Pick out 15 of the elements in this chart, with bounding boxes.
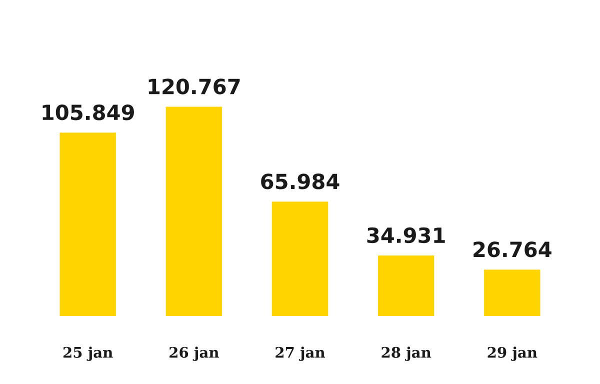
data-label: 34.931: [367, 227, 445, 244]
x-tick-label: 26 jan: [170, 346, 219, 361]
bar: [166, 106, 222, 316]
x-tick-label: 29 jan: [488, 346, 538, 361]
data-label: 105.849: [42, 104, 134, 120]
bar: [378, 255, 434, 316]
x-tick-label: 28 jan: [382, 346, 432, 361]
bar: [272, 202, 328, 316]
data-label: 26.764: [474, 242, 552, 258]
data-label: 120.767: [148, 78, 240, 94]
x-tick-label: 25 jan: [63, 346, 113, 361]
data-label: 65.984: [261, 174, 340, 190]
bar: [60, 132, 116, 316]
bar: [484, 270, 540, 316]
x-tick-label: 27 jan: [276, 346, 326, 361]
